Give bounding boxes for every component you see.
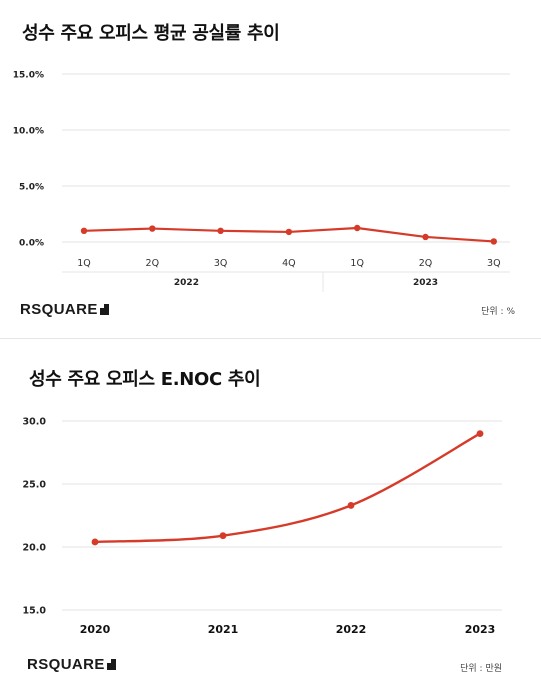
logo-mark-icon — [106, 659, 116, 670]
x-tick-label: 1Q — [77, 258, 91, 269]
y-tick-label: 10.0% — [13, 127, 44, 137]
x-tick-label: 2Q — [419, 258, 433, 269]
data-point — [354, 224, 361, 232]
data-point — [476, 430, 484, 437]
y-tick-label: 25.0 — [23, 480, 47, 491]
x-tick-label: 2Q — [146, 258, 160, 269]
unit-label: 단위 : % — [481, 307, 515, 317]
unit-label: 단위 : 만원 — [460, 664, 502, 674]
logo-text: RSQUARE — [27, 656, 105, 673]
x-tick-label: 4Q — [282, 258, 296, 269]
y-tick-label: 20.0 — [23, 543, 47, 554]
vacancy-line-chart: 15.0% 10.0% 5.0% 0.0% 1Q 2Q 3Q 4Q 1Q 2Q 3Q 2022 2023 — [13, 71, 510, 292]
x-tick-label: 1Q — [350, 258, 364, 269]
logo-mark-icon — [99, 304, 109, 315]
x-tick-label: 2021 — [208, 623, 239, 636]
y-tick-label: 0.0% — [19, 239, 44, 249]
enoc-line-chart: 30.0 25.0 20.0 15.0 2020 2021 2022 2023 — [23, 417, 502, 636]
chart-title: 성수 주요 오피스 평균 공실률 추이 — [22, 23, 280, 44]
data-point — [285, 228, 293, 236]
data-point — [219, 532, 227, 540]
x-tick-label: 3Q — [214, 258, 228, 269]
x-tick-label: 2022 — [336, 623, 367, 636]
data-point — [80, 227, 88, 234]
year-group-label: 2023 — [413, 278, 438, 288]
data-point — [217, 227, 224, 234]
enoc-chart-panel: 성수 주요 오피스 E.NOC 추이 30.0 25.0 20.0 15.0 2020 2… — [0, 339, 541, 691]
chart-title: 성수 주요 오피스 E.NOC 추이 — [29, 369, 261, 390]
data-point — [149, 225, 156, 232]
section-divider — [0, 338, 541, 339]
logo-text: RSQUARE — [20, 301, 98, 318]
data-point — [347, 502, 355, 509]
data-point — [91, 538, 99, 546]
series-line — [93, 432, 482, 544]
x-tick-label: 3Q — [487, 258, 501, 269]
vacancy-chart-panel: 성수 주요 오피스 평균 공실률 추이 15.0% 10.0% 5.0% 0.0% 1Q… — [0, 0, 541, 339]
data-point — [422, 233, 429, 241]
x-tick-label: 2023 — [465, 623, 496, 636]
rsquare-logo: RSQUARE — [27, 656, 116, 673]
rsquare-logo: RSQUARE — [20, 301, 109, 318]
y-tick-label: 5.0% — [19, 183, 44, 193]
x-tick-label: 2020 — [80, 623, 111, 636]
y-tick-label: 30.0 — [23, 417, 47, 428]
data-point — [490, 238, 497, 245]
y-tick-label: 15.0 — [23, 606, 47, 617]
year-group-label: 2022 — [174, 278, 199, 288]
y-tick-label: 15.0% — [13, 71, 44, 81]
